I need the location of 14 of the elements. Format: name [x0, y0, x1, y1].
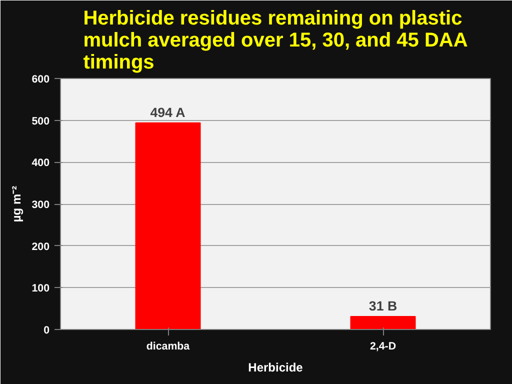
- y-tick-label: 200: [32, 240, 50, 253]
- y-tick-label: 100: [32, 282, 50, 295]
- chart-title: Herbicide residues remaining on plastic mulch averaged over 15, 30, and 45 DAA timings: [83, 8, 468, 74]
- x-axis-title: Herbicide: [248, 360, 304, 374]
- x-tick-label: 2,4-D: [370, 340, 396, 352]
- data-label: 31 B: [368, 298, 398, 314]
- y-tick-label: 0: [44, 324, 50, 336]
- y-tick-label: 500: [32, 115, 50, 128]
- y-tick-label: 600: [32, 74, 50, 86]
- y-tick-label: 400: [32, 157, 50, 170]
- y-tick-label: 300: [32, 199, 50, 211]
- data-label: 494 A: [150, 104, 186, 120]
- y-axis-title: µg m⁻²: [10, 186, 24, 222]
- x-tick-label: dicamba: [146, 340, 190, 352]
